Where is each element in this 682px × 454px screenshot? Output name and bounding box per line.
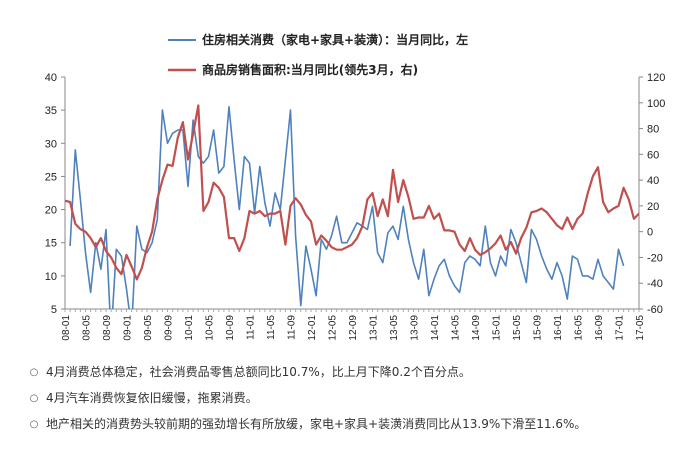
x-tick-label: 09-01 [123, 315, 134, 341]
y-right-tick-label: 100 [647, 98, 665, 110]
x-tick-label: 16-05 [574, 315, 585, 341]
x-tick-label: 13-01 [369, 315, 380, 341]
series-group [65, 104, 639, 309]
x-tick-label: 09-09 [164, 315, 175, 341]
legend-label-series-2: 商品房销售面积:当月同比(领先3月，右) [202, 62, 418, 77]
legend-label-series-1: 住房相关消费（家电+家具+装潢）：当月同比，左 [202, 32, 468, 47]
x-tick-label: 13-05 [389, 315, 400, 341]
y-right-tick-label: -40 [647, 278, 663, 290]
x-tick-label: 12-01 [307, 315, 318, 341]
x-tick-label: 12-09 [348, 315, 359, 341]
y-left-tick-label: 15 [45, 238, 57, 250]
x-tick-label: 10-05 [205, 315, 216, 341]
x-tick-label: 16-01 [553, 315, 564, 341]
y-right-tick-label: 20 [647, 201, 659, 213]
y-right-tick-label: 60 [647, 149, 659, 161]
bullet-circle-icon: ○ [29, 393, 39, 404]
bullet-circle-icon: ○ [29, 367, 39, 378]
y-right-tick-label: 40 [647, 175, 659, 187]
series-line-housing-consumption [69, 106, 625, 309]
x-tick-label: 08-09 [102, 315, 113, 341]
y-right-tick-label: 0 [647, 227, 653, 239]
line-chart: 住房相关消费（家电+家具+装潢）：当月同比，左 商品房销售面积:当月同比(领先3… [45, 32, 666, 341]
x-tick-label: 14-05 [451, 315, 462, 341]
y-left-tick-label: 30 [45, 138, 57, 150]
x-tick-label: 08-05 [82, 315, 93, 341]
x-tick-label: 14-09 [471, 315, 482, 341]
x-tick-label: 15-01 [492, 315, 503, 341]
y-left-tick-label: 35 [45, 105, 57, 117]
note-item: ○ 地产相关的消费势头较前期的强劲增长有所放缓，家电+家具+装潢消费同比从13.… [28, 416, 678, 432]
x-tick-label: 11-05 [266, 315, 277, 340]
y-left-tick-label: 5 [51, 304, 57, 316]
y-right-tick-label: 80 [647, 124, 659, 136]
x-tick-label: 14-01 [430, 315, 441, 341]
axes: 5 10 15 20 25 30 35 40 -60 -40 -20 0 20 40 60 80 100 120 0… [45, 72, 666, 341]
y-right-tick-label: -60 [647, 304, 663, 316]
x-tick-label: 10-09 [225, 315, 236, 341]
x-tick-label: 11-09 [287, 315, 298, 340]
legend: 住房相关消费（家电+家具+装潢）：当月同比，左 商品房销售面积:当月同比(领先3… [168, 32, 468, 77]
x-tick-label: 13-09 [410, 315, 421, 341]
notes-list: ○ 4月消费总体稳定，社会消费品零售总额同比10.7%，比上月下降0.2个百分点… [28, 364, 678, 442]
x-tick-label: 17-01 [615, 315, 626, 341]
x-tick-label: 10-01 [184, 315, 195, 341]
note-item: ○ 4月消费总体稳定，社会消费品零售总额同比10.7%，比上月下降0.2个百分点… [28, 364, 678, 380]
y-right-tick-label: 120 [647, 72, 665, 84]
x-tick-label: 16-09 [594, 315, 605, 341]
y-left-tick-label: 40 [45, 72, 57, 84]
x-tick-label: 15-05 [512, 315, 523, 341]
x-tick-label: 12-05 [328, 315, 339, 341]
series-line-housing-sales-area [65, 104, 639, 281]
x-tick-label: 15-09 [533, 315, 544, 341]
note-text: 4月汽车消费恢复依旧缓慢，拖累消费。 [46, 391, 258, 405]
y-left-tick-label: 20 [45, 205, 57, 217]
x-tick-label: 09-05 [143, 315, 154, 341]
bullet-circle-icon: ○ [29, 419, 39, 430]
y-left-tick-label: 25 [45, 171, 57, 183]
note-text: 地产相关的消费势头较前期的强劲增长有所放缓，家电+家具+装潢消费同比从13.9%… [46, 417, 587, 431]
x-tick-label: 17-05 [635, 315, 646, 341]
x-tick-label: 08-01 [61, 315, 72, 341]
note-text: 4月消费总体稳定，社会消费品零售总额同比10.7%，比上月下降0.2个百分点。 [46, 365, 471, 379]
note-item: ○ 4月汽车消费恢复依旧缓慢，拖累消费。 [28, 390, 678, 406]
y-left-tick-label: 10 [45, 271, 57, 283]
y-right-tick-label: -20 [647, 252, 663, 264]
x-tick-label: 11-01 [246, 315, 257, 340]
